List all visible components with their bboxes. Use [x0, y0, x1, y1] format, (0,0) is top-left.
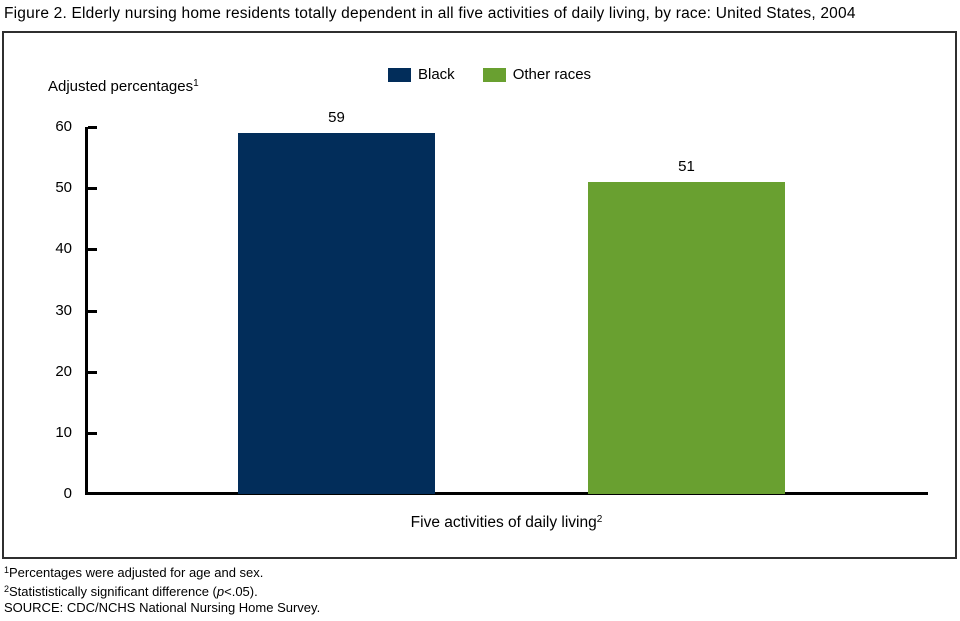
- y-axis-tick-mark: [88, 248, 97, 252]
- footnote-1: 1Percentages were adjusted for age and s…: [4, 562, 320, 581]
- x-axis-label: Five activities of daily living2: [85, 514, 928, 532]
- footnote-1-text: Percentages were adjusted for age and se…: [9, 565, 264, 580]
- y-axis-tick-mark: [88, 370, 97, 374]
- x-axis-label-text: Five activities of daily living: [410, 514, 597, 531]
- plot-area: 60 50 40 30 20 10 0 59 51: [4, 33, 955, 557]
- footnote-2: 2Statististically significant difference…: [4, 581, 320, 600]
- y-axis-unit-label: Adjusted percentages1: [48, 78, 199, 95]
- y-axis-tick-mark: [88, 309, 97, 313]
- footnote-1-superscript: 1: [4, 565, 10, 575]
- legend-item-black: Black: [388, 66, 455, 83]
- source-line: SOURCE: CDC/NCHS National Nursing Home S…: [4, 600, 321, 615]
- bar-black: [238, 133, 435, 494]
- y-axis-tick-label: 10: [55, 423, 72, 441]
- y-axis-tick-label: 60: [55, 118, 72, 135]
- legend-label-other-races: Other races: [512, 66, 592, 83]
- x-axis-baseline: [85, 492, 928, 495]
- y-axis-unit-superscript: 1: [193, 78, 199, 89]
- y-axis-tick-mark: [88, 187, 97, 191]
- legend-item-other-races: Other races: [482, 66, 592, 83]
- y-axis-tick-mark: [88, 431, 97, 435]
- y-axis-tick-label: 30: [55, 301, 72, 319]
- y-axis-tick-label: 50: [55, 179, 72, 197]
- footnotes: 1Percentages were adjusted for age and s…: [4, 562, 320, 616]
- y-axis-unit-text: Adjusted percentages: [48, 78, 194, 95]
- y-axis-line: [85, 127, 88, 495]
- legend-label-black: Black: [418, 66, 455, 83]
- legend-swatch-other-races: [482, 67, 506, 82]
- y-axis-tick-label: 0: [63, 485, 72, 502]
- footnote-2-text-end: <.05).: [224, 584, 258, 599]
- chart-legend: Black Other races: [388, 66, 591, 83]
- bar-other-races: [588, 182, 785, 494]
- x-axis-label-superscript: 2: [596, 514, 603, 525]
- y-axis-tick-mark: [88, 126, 97, 129]
- legend-swatch-black: [388, 67, 411, 82]
- y-axis-tick-label: 40: [55, 240, 72, 258]
- chart-frame: Adjusted percentages1 Black Other races …: [2, 31, 957, 559]
- footnote-2-superscript: 2: [4, 584, 10, 594]
- footnote-2-text: Statististically significant difference …: [9, 584, 217, 599]
- figure-title: Figure 2. Elderly nursing home residents…: [4, 5, 856, 22]
- bar-value-label: 51: [678, 158, 695, 176]
- bar-value-label: 59: [328, 109, 345, 127]
- y-axis-tick-label: 20: [55, 362, 72, 380]
- footnote-2-p-italic: p: [216, 584, 225, 599]
